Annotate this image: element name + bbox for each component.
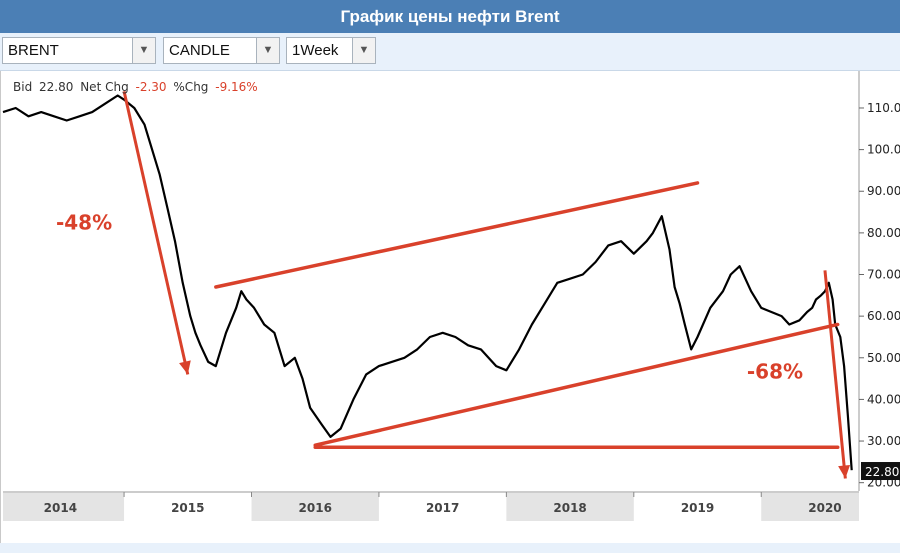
drop-arrow	[823, 270, 847, 479]
chart-area: -48% -68% 20.00 30.00 40.00 50.00 60.00 70.00 8…	[0, 71, 900, 543]
arrow-head	[838, 464, 851, 479]
last-price-box	[861, 462, 900, 481]
drop-percent-label: -48%	[56, 210, 112, 234]
arrow-head	[179, 360, 191, 375]
toolbar: BRENT ▼ CANDLE ▼ 1Week ▼	[0, 33, 900, 71]
interval-select[interactable]: 1Week ▼	[286, 37, 376, 64]
chevron-down-icon[interactable]: ▼	[256, 38, 279, 63]
x-tick-label: 2018	[553, 501, 586, 515]
y-tick-label: 70.00	[867, 268, 900, 282]
chart-title: График цены нефти Brent	[0, 0, 900, 33]
y-tick-label: 100.00	[867, 143, 900, 157]
chart-type-select[interactable]: CANDLE ▼	[163, 37, 280, 64]
bid-label: Bid	[13, 80, 32, 94]
bid-value: 22.80	[39, 80, 73, 94]
y-tick-label: 110.00	[867, 101, 900, 115]
symbol-select[interactable]: BRENT ▼	[2, 37, 156, 64]
interval-value: 1Week	[292, 42, 339, 59]
x-tick-label: 2016	[299, 501, 332, 515]
svg-text:Bid 22.80 Net: Bid 22.80 Net Chg -2.30 %Chg -9.16%	[13, 80, 258, 94]
pct-chg-value: -9.16%	[215, 80, 257, 94]
year-band	[761, 493, 859, 521]
symbol-value: BRENT	[8, 42, 59, 59]
y-tick-label: 40.00	[867, 392, 900, 406]
net-chg-label: Net Chg	[80, 80, 128, 94]
chevron-down-icon[interactable]: ▼	[352, 38, 375, 63]
x-tick-label: 2017	[426, 501, 459, 515]
year-band	[251, 493, 379, 521]
chevron-down-icon[interactable]: ▼	[132, 38, 155, 63]
y-tick-label: 50.00	[867, 351, 900, 365]
net-chg-value: -2.30	[136, 80, 167, 94]
year-band	[3, 493, 125, 521]
bottom-bar	[0, 543, 900, 553]
price-line	[2, 94, 853, 471]
y-tick-label: 90.00	[867, 184, 900, 198]
x-tick-label: 2014	[44, 501, 77, 515]
drop-arrow	[122, 90, 190, 375]
drop-percent-label: -68%	[747, 359, 803, 383]
price-chart: -48%-68% 20.0030.0040.0050.0060.0070.008…	[2, 71, 900, 521]
trend-line	[214, 181, 700, 289]
x-tick-label: 2019	[681, 501, 714, 515]
year-band	[506, 493, 634, 521]
x-tick-label: 2020	[808, 501, 841, 515]
y-tick-label: 30.00	[867, 434, 900, 448]
chart-type-value: CANDLE	[169, 42, 230, 59]
last-price-label: 22.80	[865, 465, 899, 479]
y-tick-label: 60.00	[867, 309, 900, 323]
y-tick-label: 80.00	[867, 226, 900, 240]
x-tick-label: 2015	[171, 501, 204, 515]
pct-chg-label: %Chg	[173, 80, 208, 94]
trend-line	[313, 322, 840, 447]
